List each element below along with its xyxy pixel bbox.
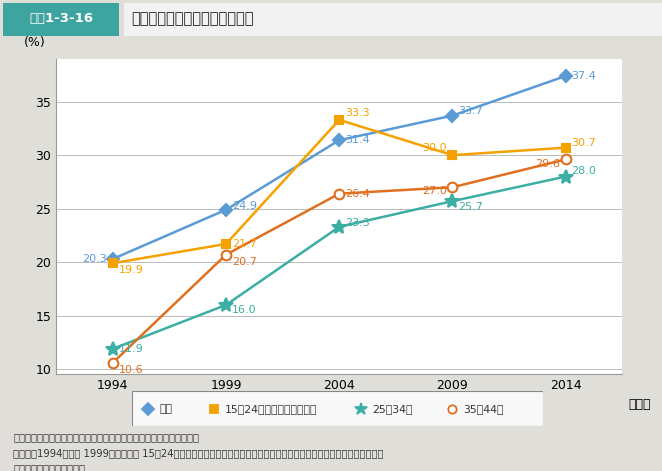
Bar	[3, 3, 119, 35]
Text: 非正規雇用労働者の割合の推移: 非正規雇用労働者の割合の推移	[131, 11, 254, 26]
Text: 10.6: 10.6	[118, 365, 143, 374]
Text: 25.7: 25.7	[458, 202, 483, 211]
Bar	[124, 3, 662, 35]
Text: 21.7: 21.7	[232, 239, 256, 249]
Text: 23.3: 23.3	[345, 218, 369, 227]
Text: 20.7: 20.7	[232, 257, 256, 267]
Text: 37.4: 37.4	[571, 71, 596, 81]
Text: 25～34歳: 25～34歳	[373, 404, 413, 414]
Text: 全体: 全体	[159, 404, 172, 414]
Text: (%): (%)	[23, 36, 45, 49]
Text: 29.6: 29.6	[536, 159, 560, 169]
Text: 33.7: 33.7	[458, 106, 483, 116]
Text: 26.4: 26.4	[345, 189, 369, 199]
Text: 30.0: 30.0	[422, 143, 447, 153]
FancyBboxPatch shape	[132, 391, 543, 426]
Text: 27.0: 27.0	[422, 187, 447, 196]
Text: 11.9: 11.9	[118, 344, 143, 354]
Text: 24.9: 24.9	[232, 201, 257, 211]
Text: （注）　1994年及び 1999年における 15～24歳（在学中を除く）については、当時の公表値（非農林業）の「うち在学中」: （注） 1994年及び 1999年における 15～24歳（在学中を除く）について…	[13, 447, 384, 458]
Text: 33.3: 33.3	[345, 108, 369, 118]
Text: 15～24歳（在学中を除く）: 15～24歳（在学中を除く）	[225, 404, 317, 414]
Text: 28.0: 28.0	[571, 166, 596, 176]
Text: 30.7: 30.7	[571, 138, 596, 148]
Text: 19.9: 19.9	[118, 265, 143, 275]
Text: 資料：総務省「労働力調査特別調査」、「労働力調査（詳細集計）」: 資料：総務省「労働力調査特別調査」、「労働力調査（詳細集計）」	[13, 432, 199, 442]
Text: 図表1-3-16: 図表1-3-16	[29, 12, 93, 25]
Text: の者を除いている。: の者を除いている。	[13, 463, 85, 471]
Text: 35～44歳: 35～44歳	[463, 404, 503, 414]
Text: 16.0: 16.0	[232, 306, 256, 316]
Text: 31.4: 31.4	[345, 135, 369, 145]
Text: 20.3: 20.3	[83, 254, 107, 264]
Text: （年）: （年）	[628, 398, 651, 411]
